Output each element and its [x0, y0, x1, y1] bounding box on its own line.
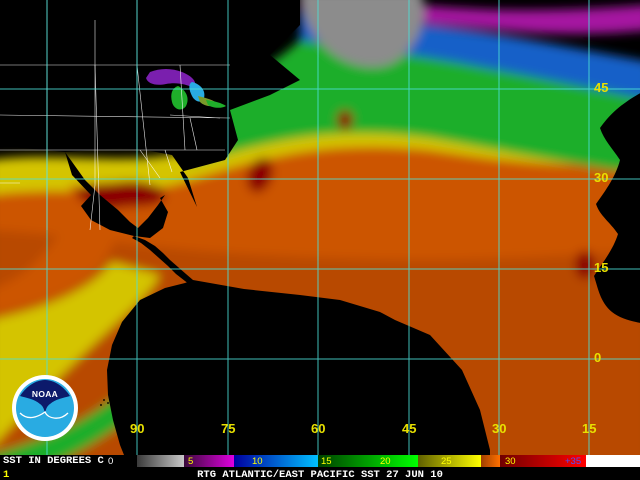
svg-text:15: 15: [321, 456, 332, 467]
svg-text:1: 1: [3, 469, 9, 480]
svg-text:30: 30: [594, 170, 608, 185]
svg-text:SST IN DEGREES C: SST IN DEGREES C: [3, 455, 105, 467]
svg-text:15: 15: [594, 260, 608, 275]
svg-text:45: 45: [402, 421, 416, 436]
svg-text:60: 60: [311, 421, 325, 436]
svg-text:+35: +35: [565, 456, 581, 467]
svg-text:90: 90: [130, 421, 144, 436]
svg-text:45: 45: [594, 80, 608, 95]
svg-text:5: 5: [188, 456, 193, 467]
svg-text:NOAA: NOAA: [32, 389, 58, 399]
svg-text:0: 0: [594, 350, 601, 365]
svg-text:25: 25: [441, 456, 452, 467]
svg-text:30: 30: [492, 421, 506, 436]
svg-text:10: 10: [252, 456, 263, 467]
svg-text:30: 30: [505, 456, 516, 467]
svg-text:RTG ATLANTIC/EAST PACIFIC SST: RTG ATLANTIC/EAST PACIFIC SST 27 JUN 10: [197, 469, 443, 480]
svg-text:0: 0: [108, 456, 113, 467]
svg-text:20: 20: [380, 456, 391, 467]
svg-text:15: 15: [582, 421, 596, 436]
svg-text:75: 75: [221, 421, 235, 436]
